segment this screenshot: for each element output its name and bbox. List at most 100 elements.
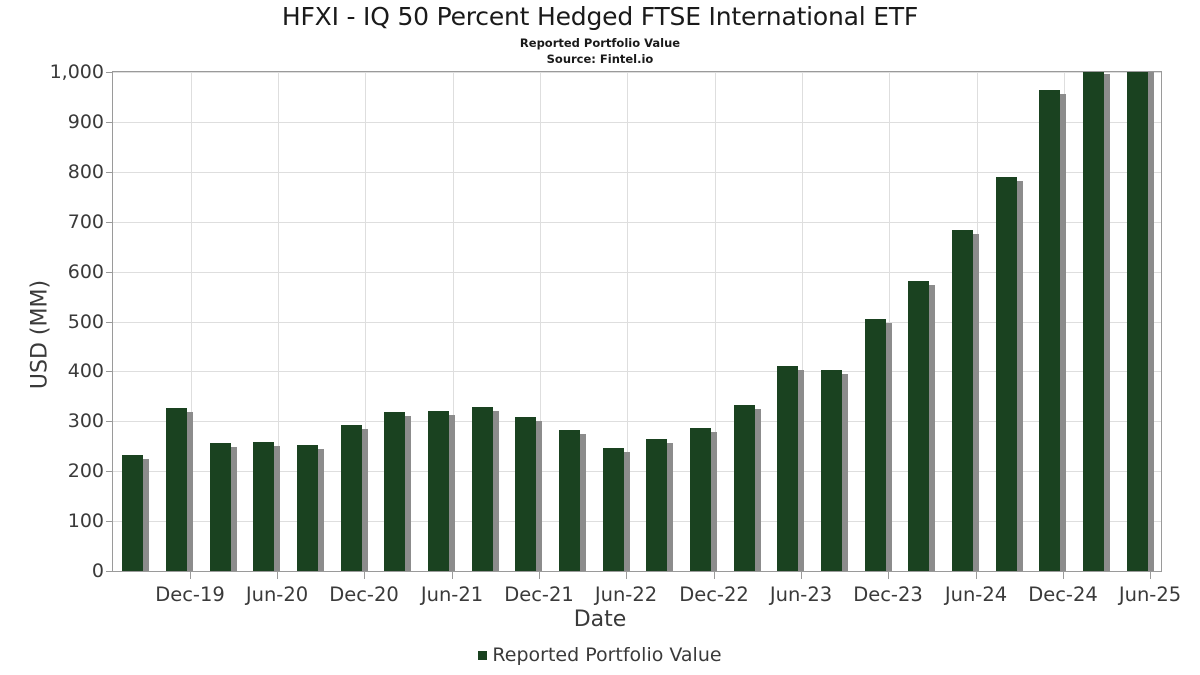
gridline-horizontal [113,421,1161,423]
bar-shadow [667,442,673,571]
bar-shadow [405,416,411,571]
bar-shadow [755,409,761,571]
bar[interactable] [821,370,848,571]
gridline-horizontal [113,72,1161,73]
bar[interactable] [1127,72,1154,571]
y-axis-tick-mark [106,471,112,473]
bar[interactable] [734,405,761,571]
bar[interactable] [297,445,324,571]
bar[interactable] [166,407,193,571]
y-axis-tick-label: 800 [67,160,104,183]
x-axis-tick-label: Jun-25 [1118,583,1182,606]
legend-swatch-icon [478,651,488,660]
bar[interactable] [996,177,1023,571]
bar[interactable] [603,447,630,571]
x-axis-tick-label: Dec-22 [679,583,749,606]
bar-shadow [187,411,193,571]
bar[interactable] [1039,90,1066,571]
bar[interactable] [341,425,368,571]
bar-shadow [798,369,804,571]
x-axis-tick-label: Jun-24 [944,583,1008,606]
x-axis-tick-label: Dec-23 [853,583,923,606]
y-axis-tick-mark [106,571,112,572]
y-axis-title: USD (MM) [27,279,53,390]
x-axis-tick-mark [364,572,365,579]
x-axis-tick-mark [277,572,278,579]
y-axis-tick-mark [106,271,112,273]
bar[interactable] [777,365,804,571]
y-axis-tick-label: 900 [67,110,104,133]
y-axis-tick-label: 400 [67,360,104,383]
bar[interactable] [559,430,586,571]
legend-label: Reported Portfolio Value [492,644,722,666]
x-axis-tick-label: Dec-19 [155,583,225,606]
bar[interactable] [210,442,237,571]
y-axis-tick-mark [106,72,112,73]
x-axis-tick-mark [976,572,977,579]
bar-shadow [1060,94,1066,571]
bar-shadow [362,429,368,571]
gridline-horizontal [113,371,1161,373]
x-axis-tick-mark [1150,572,1151,579]
bar-shadow [143,459,149,571]
x-axis-tick-label: Dec-24 [1028,583,1098,606]
bar-shadow [624,451,630,571]
bar-shadow [231,446,237,571]
bar[interactable] [515,417,542,571]
bar[interactable] [1083,72,1110,571]
x-axis-tick-label: Dec-21 [504,583,574,606]
x-axis-tick-mark [801,572,802,579]
x-axis-tick-mark [626,572,627,579]
x-axis-tick-label: Jun-22 [594,583,658,606]
chart-title: HFXI - IQ 50 Percent Hedged FTSE Interna… [281,2,919,31]
plot-area [112,71,1162,572]
y-axis-tick-mark [106,171,112,173]
gridline-vertical [365,72,366,571]
bar-shadow [449,414,455,571]
gridline-vertical [627,72,628,571]
chart-subtitle: Reported Portfolio Value [519,36,681,50]
gridline-vertical [802,72,803,571]
y-axis-tick-label: 100 [67,510,104,533]
x-axis-tick-label: Jun-20 [245,583,309,606]
gridline-vertical [191,72,192,571]
bar[interactable] [472,407,499,571]
gridline-horizontal [113,121,1161,123]
y-axis-tick-label: 200 [67,460,104,483]
gridline-vertical [889,72,890,571]
x-axis-tick-mark [714,572,715,579]
bar[interactable] [865,318,892,571]
bar-shadow [536,421,542,571]
bar[interactable] [384,412,411,571]
bar[interactable] [690,428,717,571]
bar[interactable] [908,281,935,571]
y-axis-tick-label: 500 [67,310,104,333]
bar-shadow [318,449,324,571]
x-axis-tick-mark [539,572,540,579]
bar[interactable] [952,230,979,571]
gridline-horizontal [113,321,1161,323]
gridline-horizontal [113,471,1161,473]
bar[interactable] [428,410,455,571]
bar-shadow [842,374,848,571]
gridline-horizontal [113,221,1161,223]
y-axis-tick-mark [106,421,112,423]
bar-shadow [711,432,717,571]
bar[interactable] [122,455,149,571]
y-axis-tick-label: 0 [91,560,104,582]
x-axis-title: Date [573,607,627,632]
y-axis-tick-mark [106,521,112,523]
bar-shadow [493,411,499,571]
gridline-horizontal [113,171,1161,173]
gridline-vertical [715,72,716,571]
x-axis-tick-label: Dec-20 [329,583,399,606]
bar[interactable] [646,438,673,571]
bar[interactable] [253,441,280,571]
y-axis-tick-label: 1,000 [49,61,104,83]
bar-shadow [1017,181,1023,571]
y-axis-tick-label: 600 [67,260,104,283]
x-axis-tick-mark [1063,572,1064,579]
bar-shadow [886,322,892,571]
y-axis-tick-mark [106,321,112,323]
